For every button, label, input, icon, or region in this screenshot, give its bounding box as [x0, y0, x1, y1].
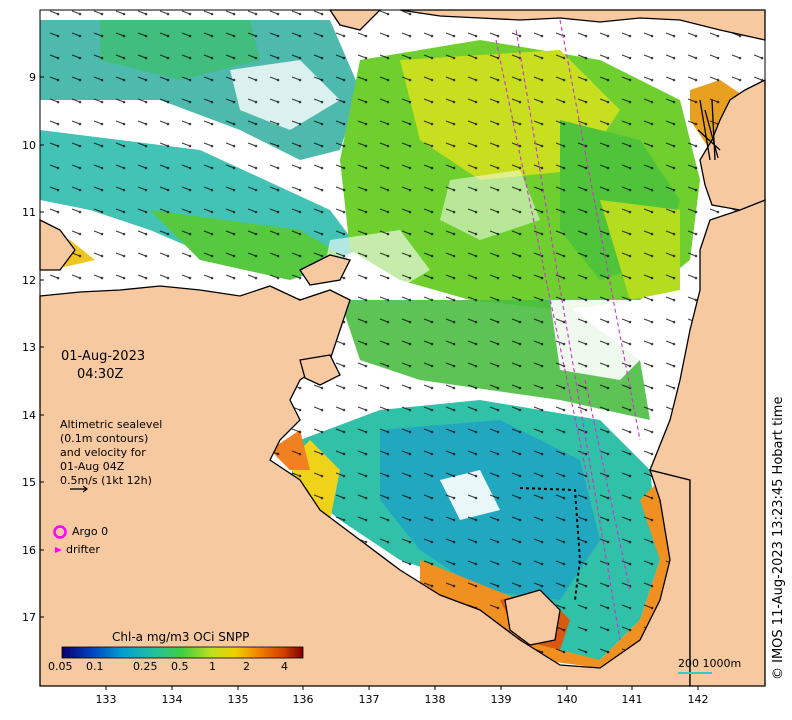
- x-tick: 142: [688, 686, 709, 706]
- svg-text:16: 16: [22, 544, 36, 557]
- x-tick: 134: [162, 686, 183, 706]
- svg-text:135: 135: [228, 693, 249, 706]
- colorbar-tick: 0.05: [48, 660, 73, 673]
- sealevel-line: 01-Aug 04Z: [60, 460, 125, 473]
- drifter-label: drifter: [66, 543, 100, 556]
- x-tick: 141: [622, 686, 643, 706]
- svg-text:140: 140: [557, 693, 578, 706]
- svg-text:142: 142: [688, 693, 709, 706]
- x-tick: 135: [228, 686, 249, 706]
- colorbar-tick: 1: [209, 660, 216, 673]
- sealevel-line: Altimetric sealevel: [60, 418, 163, 431]
- sealevel-line: and velocity for: [60, 446, 146, 459]
- y-tick: 12: [22, 274, 44, 287]
- colorbar: [61, 646, 304, 659]
- colorbar-tick: 2: [243, 660, 250, 673]
- svg-text:11: 11: [22, 206, 36, 219]
- svg-text:10: 10: [22, 139, 36, 152]
- velocity-scale-arrowhead: [82, 485, 88, 493]
- map-date: 01-Aug-2023: [61, 349, 146, 364]
- x-tick: 140: [557, 686, 578, 706]
- y-tick: 14: [22, 409, 44, 422]
- plot-border: [39, 9, 766, 687]
- svg-text:139: 139: [491, 693, 512, 706]
- x-axis: 133 134 135 136 137 138 139 140 141 142: [96, 686, 709, 706]
- colorbar-title: Chl-a mg/m3 OCi SNPP: [112, 630, 250, 644]
- argo-symbol: [53, 525, 67, 539]
- svg-text:141: 141: [622, 693, 643, 706]
- svg-text:138: 138: [425, 693, 446, 706]
- colorbar-tick: 4: [281, 660, 288, 673]
- drifter-symbol: [55, 547, 62, 553]
- x-tick: 138: [425, 686, 446, 706]
- x-tick: 133: [96, 686, 117, 706]
- svg-text:137: 137: [359, 693, 380, 706]
- x-tick: 136: [293, 686, 314, 706]
- y-tick: 9: [29, 71, 44, 84]
- y-tick: 13: [22, 341, 44, 354]
- y-tick: 15: [22, 476, 44, 489]
- y-tick: 10: [22, 139, 44, 152]
- svg-text:14: 14: [22, 409, 36, 422]
- strait-velocity-arrows: [697, 99, 721, 161]
- sealevel-line: (0.1m contours): [60, 432, 149, 445]
- svg-text:136: 136: [293, 693, 314, 706]
- map-time: 04:30Z: [77, 367, 124, 382]
- depth-scale-label: 200 1000m: [678, 657, 742, 670]
- y-tick: 11: [22, 206, 44, 219]
- land: [39, 9, 766, 687]
- y-tick: 16: [22, 544, 44, 557]
- colorbar-tick: 0.25: [133, 660, 158, 673]
- colorbar-tick: 0.5: [171, 660, 189, 673]
- y-axis: 9 10 11 12 13 14 15 16 17: [22, 71, 44, 624]
- colorbar-tick: 0.1: [86, 660, 104, 673]
- argo-label: Argo 0: [72, 525, 109, 538]
- svg-text:13: 13: [22, 341, 36, 354]
- imos-credit: © IMOS 11-Aug-2023 13:23:45 Hobart time: [771, 396, 786, 680]
- sealevel-contour: [519, 487, 582, 601]
- satellite-tracks: [495, 19, 641, 641]
- x-tick: 139: [491, 686, 512, 706]
- x-tick: 137: [359, 686, 380, 706]
- svg-text:9: 9: [29, 71, 36, 84]
- sealevel-legend: Altimetric sealevel (0.1m contours) and …: [60, 418, 162, 488]
- svg-text:134: 134: [162, 693, 183, 706]
- svg-text:17: 17: [22, 611, 36, 624]
- sealevel-line: 0.5m/s (1kt 12h): [60, 474, 152, 487]
- svg-text:15: 15: [22, 476, 36, 489]
- y-tick: 17: [22, 611, 44, 624]
- svg-text:133: 133: [96, 693, 117, 706]
- svg-text:12: 12: [22, 274, 36, 287]
